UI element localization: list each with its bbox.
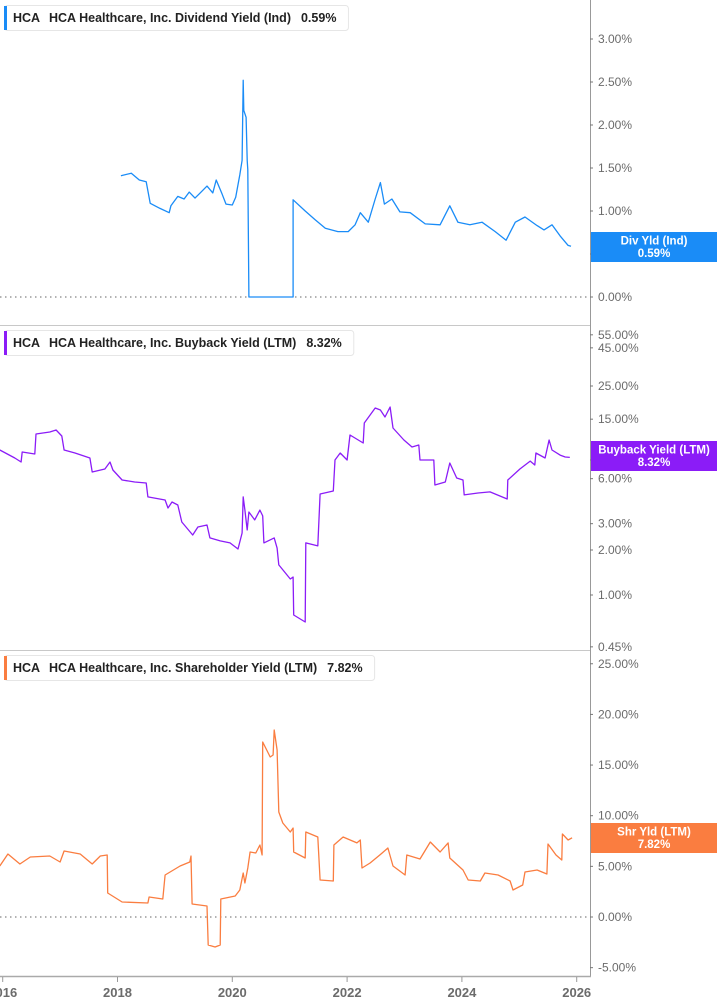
y-tick-label: -5.00%	[598, 961, 636, 975]
x-tick-label: 2020	[218, 985, 247, 1000]
y-tick-label: 6.00%	[598, 472, 632, 486]
legend-value: 8.32%	[306, 336, 341, 350]
dividend-yield-legend[interactable]: HCA HCA Healthcare, Inc. Dividend Yield (I…	[4, 5, 349, 31]
legend-metric: Buyback Yield (LTM)	[175, 336, 296, 350]
legend-company: HCA Healthcare, Inc.	[49, 11, 172, 25]
value-label-value: 0.59%	[638, 248, 671, 260]
y-tick-label: 20.00%	[598, 707, 639, 721]
dividend-yield-value-label: Div Yld (Ind)0.59%	[591, 232, 717, 262]
legend-company: HCA Healthcare, Inc.	[49, 336, 172, 350]
y-tick-label: 15.00%	[598, 758, 639, 772]
legend-color-swatch	[4, 6, 7, 30]
buyback-yield-line	[0, 406, 570, 623]
y-tick-label: 3.00%	[598, 517, 632, 531]
legend-metric: Dividend Yield (Ind)	[175, 11, 291, 25]
x-tick-label: 2018	[103, 985, 132, 1000]
y-tick-label: 25.00%	[598, 379, 639, 393]
buyback-yield-value-label: Buyback Yield (LTM)8.32%	[591, 441, 717, 471]
y-tick-label: 0.00%	[598, 910, 632, 924]
y-tick-label: 1.00%	[598, 204, 632, 218]
buyback-yield-legend[interactable]: HCA HCA Healthcare, Inc. Buyback Yield (LT…	[4, 330, 355, 356]
value-label-value: 7.82%	[638, 839, 671, 851]
y-tick-label: 15.00%	[598, 412, 639, 426]
legend-company: HCA Healthcare, Inc.	[49, 661, 172, 675]
legend-color-swatch	[4, 656, 7, 680]
legend-value: 7.82%	[327, 661, 362, 675]
value-label-name: Div Yld (Ind)	[621, 236, 688, 248]
y-tick-label: 5.00%	[598, 859, 632, 873]
y-tick-label: 2.00%	[598, 118, 632, 132]
buyback-yield-panel: 55.00%45.00%25.00%15.00%8.00%6.00%3.00%2…	[0, 328, 717, 654]
x-tick-label: 2016	[0, 985, 17, 1000]
shareholder-yield-legend[interactable]: HCA HCA Healthcare, Inc. Shareholder Yield…	[4, 655, 376, 681]
value-label-name: Buyback Yield (LTM)	[598, 445, 710, 457]
x-tick-label: 2024	[447, 985, 477, 1000]
y-tick-label: 2.00%	[598, 543, 632, 557]
y-tick-label: 55.00%	[598, 328, 639, 342]
axes-frame	[0, 0, 591, 978]
y-tick-label: 25.00%	[598, 657, 639, 671]
y-tick-label: 1.50%	[598, 161, 632, 175]
dividend-yield-panel: 3.00%2.50%2.00%1.50%1.00%0.50%0.00%HCAHC…	[0, 5, 717, 304]
value-label-name: Shr Yld (LTM)	[617, 827, 691, 839]
y-tick-label: 3.00%	[598, 32, 632, 46]
legend-ticker: HCA	[13, 661, 40, 675]
x-axis: 2016 2018 2020 2022 2024 2026	[0, 977, 591, 1000]
value-label-value: 8.32%	[638, 457, 671, 469]
y-tick-label: 1.00%	[598, 588, 632, 602]
y-tick-label: 45.00%	[598, 341, 639, 355]
legend-color-swatch	[4, 331, 7, 355]
shareholder-yield-panel: 25.00% 20.00% 15.00% 10.00% 5.00% 0.00% -5.00%…	[0, 655, 717, 975]
y-tick-label: 10.00%	[598, 809, 639, 823]
y-tick-label: 0.45%	[598, 640, 632, 654]
x-tick-label: 2026	[562, 985, 591, 1000]
shareholder-yield-value-label: Shr Yld (LTM)7.82%	[591, 823, 717, 853]
legend-ticker: HCA	[13, 336, 40, 350]
x-tick-label: 2022	[333, 985, 362, 1000]
shareholder-yield-line	[0, 729, 573, 948]
legend-ticker: HCA	[13, 11, 40, 25]
legend-metric: Shareholder Yield (LTM)	[175, 661, 317, 675]
legend-value: 0.59%	[301, 11, 336, 25]
y-tick-label: 2.50%	[598, 75, 632, 89]
y-tick-label: 0.00%	[598, 290, 632, 304]
dividend-yield-line	[120, 79, 572, 298]
